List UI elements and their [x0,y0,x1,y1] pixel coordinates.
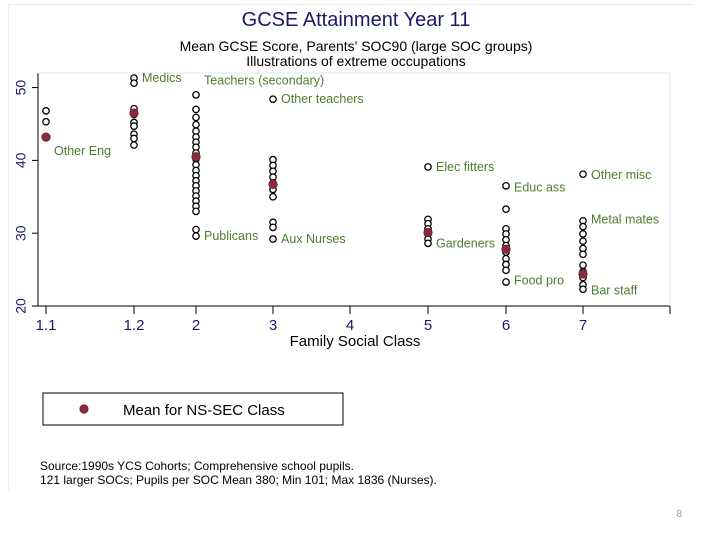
y-tick-label: 40 [13,152,29,168]
data-point [192,90,200,99]
point-annotation: Publicans [204,229,258,243]
data-point [579,261,587,270]
data-point [192,232,200,240]
mean-point [578,269,588,279]
data-point [42,107,50,115]
data-point [502,266,510,275]
legend-marker [79,404,89,414]
x-tick-label: 6 [502,317,510,334]
data-point [192,225,200,234]
point-annotation: Other teachers [281,92,364,106]
mean-point [129,108,139,118]
chart-subtitle: Illustrations of extreme occupations [246,53,465,69]
legend-label: Mean for NS-SEC Class [123,402,285,419]
data-point [579,170,587,179]
data-point [42,117,50,126]
data-point [130,141,138,149]
mean-point [191,152,201,162]
data-point [424,239,432,248]
point-annotation: Metal mates [591,212,659,226]
data-point [269,223,277,232]
point-annotation: Food pro [514,274,564,288]
point-annotation: Aux Nurses [281,232,346,246]
y-tick-label: 20 [13,298,29,314]
x-tick-label: 3 [269,317,277,334]
mean-point [268,179,278,190]
point-annotation: Other misc [591,168,651,182]
x-tick-label: 1.1 [36,317,57,334]
data-point [269,95,277,104]
data-point [579,250,587,259]
point-annotation: Elec fitters [436,160,494,174]
data-point [192,105,200,114]
data-point [269,235,277,243]
data-point [579,237,587,246]
x-tick-label: 1.2 [124,317,145,334]
x-tick-label: 2 [192,317,200,334]
chart-subtitle: Mean GCSE Score, Parents' SOC90 (large S… [180,38,533,54]
data-point [192,120,200,129]
point-annotation: Educ ass [514,180,565,194]
y-tick-label: 30 [13,225,29,241]
x-tick-label: 5 [424,317,432,334]
data-point [579,285,587,294]
page-number: 8 [676,509,682,520]
data-point [130,134,138,143]
data-point [502,205,510,214]
point-annotation: Gardeners [436,236,495,250]
y-tick-label: 50 [13,80,29,96]
source-note: 121 larger SOCs; Pupils per SOC Mean 380… [40,473,437,487]
x-tick-label: 7 [579,317,587,334]
mean-point [423,227,433,238]
x-tick-label: 4 [346,317,354,334]
point-annotation: Other Eng [54,144,111,158]
chart-title: GCSE Attainment Year 11 [242,9,471,31]
data-point [269,192,277,201]
figure-frame [8,4,693,491]
mean-point [501,244,511,254]
source-note: Source:1990s YCS Cohorts; Comprehensive … [40,459,354,473]
point-annotation: Medics [142,71,182,85]
x-axis-label: Family Social Class [290,333,421,350]
data-point [502,278,510,286]
data-point [579,222,587,231]
data-point [424,163,432,171]
data-point [579,230,587,238]
data-point [130,79,138,88]
data-point [192,113,200,122]
mean-point [41,132,51,142]
legend-box [42,392,344,426]
point-annotation: Bar staff [591,284,638,298]
data-point [502,182,510,190]
point-annotation: Teachers (secondary) [204,73,324,87]
data-point [192,207,200,216]
data-point [130,122,138,131]
